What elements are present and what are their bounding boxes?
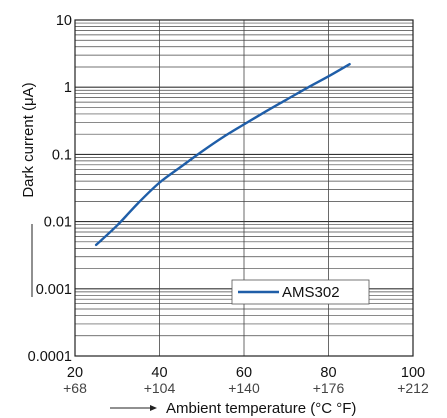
x-tick-label-f: +212	[397, 380, 429, 396]
axis-labels: Dark current (μA) Ambient temperature (°C…	[20, 82, 356, 417]
x-tick-labels: 20+68 40+104 60+140 80+176 100+212	[63, 365, 429, 396]
y-tick-label: 0.1	[52, 147, 72, 163]
x-axis-label: Ambient temperature (°C °F)	[166, 400, 356, 417]
y-tick-label: 0.0001	[28, 349, 72, 365]
series-line-0	[94, 62, 351, 247]
x-tick-label-f: +176	[313, 380, 345, 396]
legend: AMS302	[231, 279, 370, 305]
x-tick-label-c: 40	[151, 365, 167, 381]
grid-lines	[75, 20, 413, 357]
x-tick-label-c: 20	[67, 365, 83, 381]
x-tick-label-f: +140	[228, 380, 260, 396]
y-tick-label: 0.01	[44, 215, 72, 231]
y-tick-labels: 10 1 0.1 0.01 0.001 0.0001	[28, 13, 72, 365]
x-tick-label-c: 100	[401, 365, 425, 381]
y-tick-label: 10	[56, 13, 72, 29]
legend-label: AMS302	[282, 284, 340, 301]
y-tick-label: 1	[64, 80, 72, 96]
series-layer	[94, 62, 351, 247]
y-axis-label: Dark current (μA)	[20, 82, 37, 197]
x-tick-label-f: +68	[63, 380, 87, 396]
y-tick-label: 0.001	[36, 282, 72, 298]
x-tick-label-f: +104	[144, 380, 176, 396]
plot-frame	[74, 19, 414, 357]
x-axis-label-arrow	[150, 405, 157, 411]
x-tick-label-c: 60	[236, 365, 252, 381]
x-tick-label-c: 80	[320, 365, 336, 381]
